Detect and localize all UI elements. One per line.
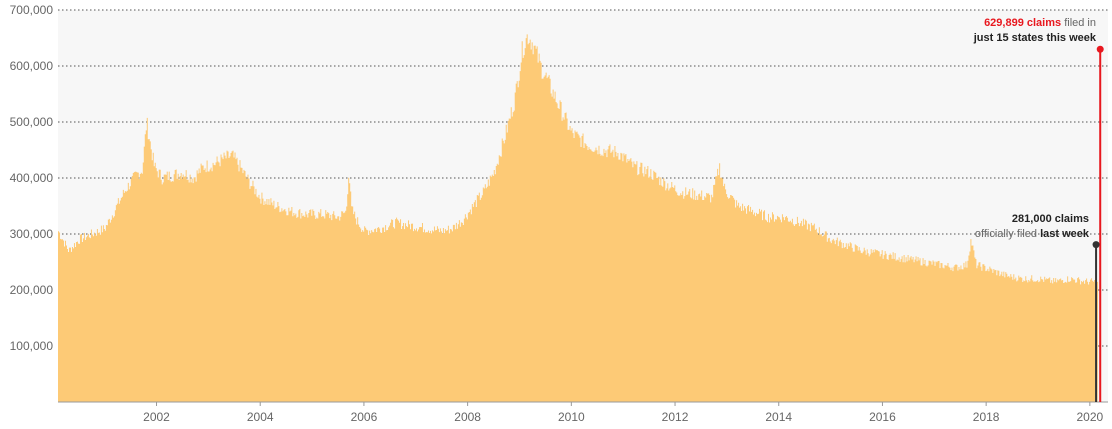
this-week-label-line1: 629,899 claims filed in <box>984 17 1096 29</box>
annotation-last-week: 281,000 claims officially filed last wee… <box>975 213 1100 402</box>
y-tick-label: 400,000 <box>10 171 54 185</box>
y-axis-ticks: 700,000 600,000 500,000 400,000 300,000 200,0… <box>10 3 54 353</box>
this-week-dot <box>1096 45 1104 53</box>
area-series <box>58 34 1099 402</box>
y-tick-label: 700,000 <box>10 3 54 17</box>
x-tick-label: 2014 <box>765 410 792 424</box>
x-axis-ticks: 2002 2004 2006 2008 2010 2012 2014 2016 2018 2020 <box>58 401 1108 424</box>
last-week-officially-filed: officially filed <box>975 228 1040 240</box>
x-tick-label: 2004 <box>247 410 274 424</box>
this-week-label-line2: just 15 states this week <box>973 32 1097 44</box>
x-tick-label: 2020 <box>1077 410 1104 424</box>
y-tick-label: 300,000 <box>10 227 54 241</box>
x-tick-label: 2012 <box>662 410 689 424</box>
this-week-filed-in: filed in <box>1061 17 1096 29</box>
y-tick-label: 200,000 <box>10 283 54 297</box>
last-week-label-line2: officially filed last week <box>975 228 1090 240</box>
this-week-claims: 629,899 claims <box>984 17 1061 29</box>
y-tick-label: 500,000 <box>10 115 54 129</box>
annotation-this-week: 629,899 claims filed in just 15 states t… <box>973 17 1104 402</box>
x-tick-label: 2006 <box>351 410 378 424</box>
last-week-bold: last week <box>1040 228 1090 240</box>
x-tick-label: 2016 <box>869 410 896 424</box>
last-week-dot <box>1092 241 1100 249</box>
x-tick-label: 2010 <box>558 410 585 424</box>
x-tick-label: 2018 <box>973 410 1000 424</box>
y-tick-label: 100,000 <box>10 339 54 353</box>
x-tick-label: 2008 <box>454 410 481 424</box>
x-tick-label: 2002 <box>143 410 170 424</box>
y-tick-label: 600,000 <box>10 59 54 73</box>
last-week-label-line1: 281,000 claims <box>1012 213 1089 225</box>
claims-area <box>58 34 1099 402</box>
